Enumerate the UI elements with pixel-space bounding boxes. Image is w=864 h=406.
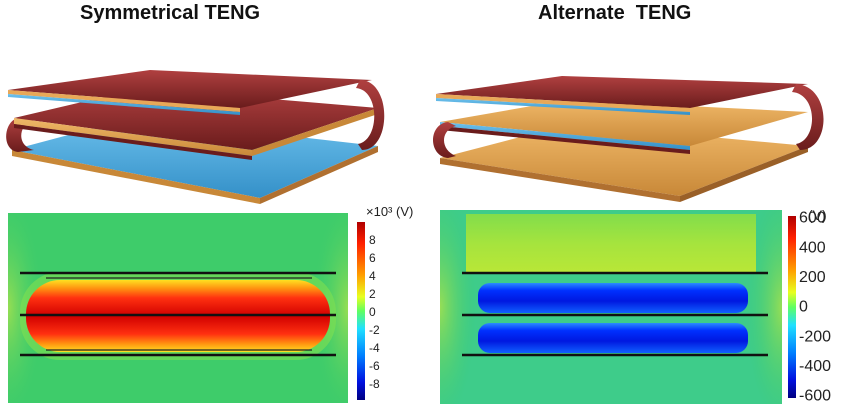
top-blue-layer bbox=[8, 94, 240, 115]
right-colorbar-tick-label: -600 bbox=[799, 388, 831, 405]
middle-orange-layer bbox=[14, 118, 252, 156]
bottom-orange-edge bbox=[12, 150, 260, 204]
top-red-layer bbox=[8, 70, 372, 108]
alternate-teng-title: Alternate TENG bbox=[538, 2, 692, 24]
alt-left-shell-fold bbox=[433, 122, 456, 158]
colorbar-gradient bbox=[357, 222, 365, 400]
symmetrical-colorbar bbox=[357, 222, 365, 400]
left-colorbar-ticks: 8 6 4 2 0 -2 -4 -6 -8 bbox=[369, 233, 380, 391]
alt-middle-orange-layer bbox=[440, 100, 808, 146]
symmetrical-teng-title: Symmetrical TENG bbox=[80, 2, 261, 24]
left-colorbar-tick-label: 0 bbox=[369, 305, 376, 319]
left-colorbar-tick-label: 2 bbox=[369, 287, 376, 301]
left-colorbar-tick-label: -2 bbox=[369, 323, 380, 337]
alternate-potential-map bbox=[440, 210, 782, 404]
right-colorbar-tick-label: 200 bbox=[799, 269, 826, 286]
alt-top-blue-layer bbox=[436, 98, 690, 115]
left-shell-fold bbox=[6, 118, 35, 152]
left-colorbar-tick-label: -4 bbox=[369, 341, 380, 355]
right-colorbar-tick-label: 0 bbox=[799, 299, 808, 316]
symmetrical-potential-map bbox=[8, 213, 348, 403]
alt-middle-blue-layer bbox=[440, 122, 690, 150]
alt-bottom-orange-layer bbox=[440, 124, 808, 196]
alternate-colorbar bbox=[788, 216, 796, 398]
left-colorbar-tick-label: 8 bbox=[369, 233, 376, 247]
right-colorbar-tick-label: -200 bbox=[799, 328, 831, 345]
left-colorbar-tick-label: 6 bbox=[369, 251, 376, 265]
left-colorbar-tick-label: -6 bbox=[369, 359, 380, 373]
alt-positive-region bbox=[466, 214, 756, 274]
alt-negative-region-lower bbox=[478, 323, 748, 353]
left-colorbar-tick-label: -8 bbox=[369, 377, 380, 391]
right-colorbar-tick-label: -400 bbox=[799, 358, 831, 375]
alternate-teng-3d-device bbox=[433, 76, 824, 202]
left-colorbar-unit: ×10³ (V) bbox=[366, 204, 413, 219]
right-shell-fold bbox=[356, 80, 385, 150]
right-colorbar-tick-label: 600 bbox=[799, 210, 826, 227]
alt-top-red-layer bbox=[436, 76, 808, 108]
left-colorbar-tick-label: 4 bbox=[369, 269, 376, 283]
alt-colorbar-gradient bbox=[788, 216, 796, 398]
alt-right-shell-fold bbox=[792, 84, 824, 150]
right-colorbar-ticks: 600 400 200 0 -200 -400 -600 bbox=[799, 210, 831, 405]
alt-negative-region-upper bbox=[478, 283, 748, 313]
right-colorbar-tick-label: 400 bbox=[799, 239, 826, 256]
symmetrical-teng-3d-device bbox=[6, 70, 385, 204]
right-colorbar-unit: (V) bbox=[808, 207, 827, 223]
